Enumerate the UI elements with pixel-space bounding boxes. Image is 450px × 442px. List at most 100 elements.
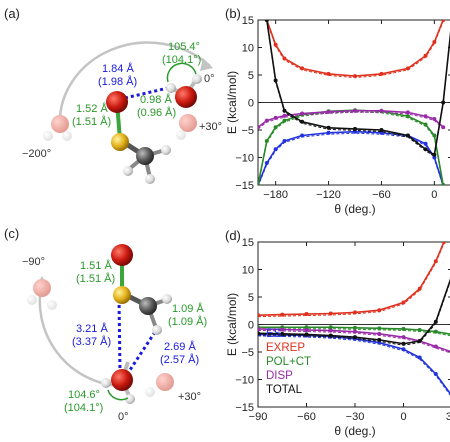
water-oxygen-atom	[111, 369, 133, 391]
x-tick-label: −60	[372, 189, 391, 201]
y-tick-label: −15	[235, 180, 254, 192]
data-point	[304, 328, 309, 332]
angle-label-sub: (104.1°)	[64, 402, 103, 414]
water-hydrogen-atom	[125, 394, 135, 404]
data-point	[441, 100, 446, 105]
x-axis-label: θ (deg.)	[334, 424, 375, 438]
data-point	[282, 108, 287, 113]
panel-d-label: (d)	[225, 228, 241, 243]
faded-water-minus90	[27, 279, 57, 310]
data-point	[401, 341, 406, 346]
y-tick-label: 15	[242, 237, 254, 249]
angle-arc	[107, 389, 129, 401]
series-line-dashed	[258, 280, 450, 346]
faded-water-minus200	[43, 115, 72, 141]
y-tick-label: −10	[235, 375, 254, 387]
series-line-dashed	[258, 328, 450, 337]
hydrogen-atom	[145, 174, 155, 184]
data-point	[264, 20, 269, 22]
y-tick-label: 10	[242, 43, 254, 55]
angle-arc	[166, 62, 197, 83]
data-point	[353, 74, 357, 79]
data-point	[441, 125, 446, 130]
oxygen-atom	[111, 244, 133, 266]
data-point	[300, 111, 305, 116]
series-line-dashed	[258, 111, 444, 185]
data-point	[423, 141, 428, 146]
hydrogen-atom	[152, 325, 162, 335]
data-point	[405, 133, 410, 138]
data-point	[405, 110, 410, 115]
faded-water-plus30	[145, 373, 174, 397]
legend-entry: EXREP	[266, 342, 305, 354]
data-point	[417, 355, 422, 360]
data-point	[417, 328, 422, 332]
data-point	[258, 125, 260, 130]
y-tick-label: 5	[248, 70, 254, 82]
data-point	[401, 347, 406, 352]
data-point	[433, 259, 438, 264]
data-point	[441, 183, 446, 185]
y-axis-label: E (kcal/mol)	[225, 71, 239, 134]
data-point	[264, 161, 269, 165]
series-line-dashed	[258, 132, 444, 185]
rotation-label-plus30: +30°	[178, 391, 201, 403]
x-tick-label: −90	[249, 411, 268, 423]
data-point	[417, 339, 422, 343]
y-tick-label: 0	[248, 98, 254, 110]
data-point	[377, 308, 382, 313]
y-tick-label: −5	[241, 125, 254, 137]
data-point	[441, 242, 446, 244]
plot-area: −15 −10 −5 0 5 10 15 −90 −60 −30 0 30 θ (deg.) E (kca…	[225, 237, 450, 438]
data-point	[377, 331, 382, 336]
data-point	[432, 152, 437, 157]
panel-b-label: (b)	[225, 6, 241, 21]
data-point	[432, 40, 437, 44]
data-point	[353, 310, 357, 315]
data-point	[300, 119, 305, 124]
series-line-dashed	[258, 335, 450, 396]
x-tick-label: −120	[316, 189, 341, 201]
x-tick-label: 30	[446, 411, 450, 423]
legend-entry: POL+CT	[266, 356, 311, 368]
data-point	[273, 125, 278, 130]
distance-label: 1.09 Å	[172, 302, 204, 315]
y-tick-label: −10	[235, 153, 254, 165]
series-line-exrep	[266, 20, 444, 77]
x-tick-label: −180	[263, 189, 288, 201]
data-point	[353, 329, 357, 334]
series-line-total	[258, 278, 450, 345]
data-point	[328, 325, 333, 330]
ch-o-contact	[126, 331, 157, 374]
data-point	[423, 53, 428, 58]
sulfur-atom	[113, 286, 131, 304]
data-point	[264, 118, 269, 123]
rotation-label-minus200: −200°	[22, 148, 51, 160]
distance-label: 1.84 Å	[102, 62, 134, 75]
panel-a-label: (a)	[4, 6, 20, 21]
distance-label-sub: (1.98 Å)	[98, 75, 137, 88]
data-point	[280, 331, 285, 336]
distance-label: 3.21 Å	[76, 322, 108, 335]
legend-entry: DISP	[266, 370, 293, 382]
data-point	[326, 130, 331, 135]
panel-b-chart: (b) −15 −10 −5 0 5 10 15 −180 −120 −60 0 θ (deg.) E …	[225, 6, 450, 216]
x-tick-label: 0	[400, 411, 406, 423]
carbon-atom	[136, 147, 154, 165]
data-point	[405, 66, 410, 71]
distance-label-sub: (2.57 Å)	[160, 353, 199, 366]
data-point	[282, 56, 287, 61]
data-point	[326, 109, 331, 114]
data-point	[304, 332, 309, 337]
distance-label-sub: (3.37 Å)	[72, 335, 111, 348]
sulfur-atom	[111, 133, 129, 151]
series-line-dashed	[258, 243, 445, 318]
hydrogen-atom	[162, 294, 172, 304]
data-point	[417, 286, 422, 291]
series-line-dashed	[266, 21, 444, 79]
oxygen-atom	[106, 91, 128, 113]
distance-label-sub: (1.51 Å)	[76, 272, 115, 285]
data-point	[328, 333, 333, 338]
data-point	[379, 71, 384, 76]
